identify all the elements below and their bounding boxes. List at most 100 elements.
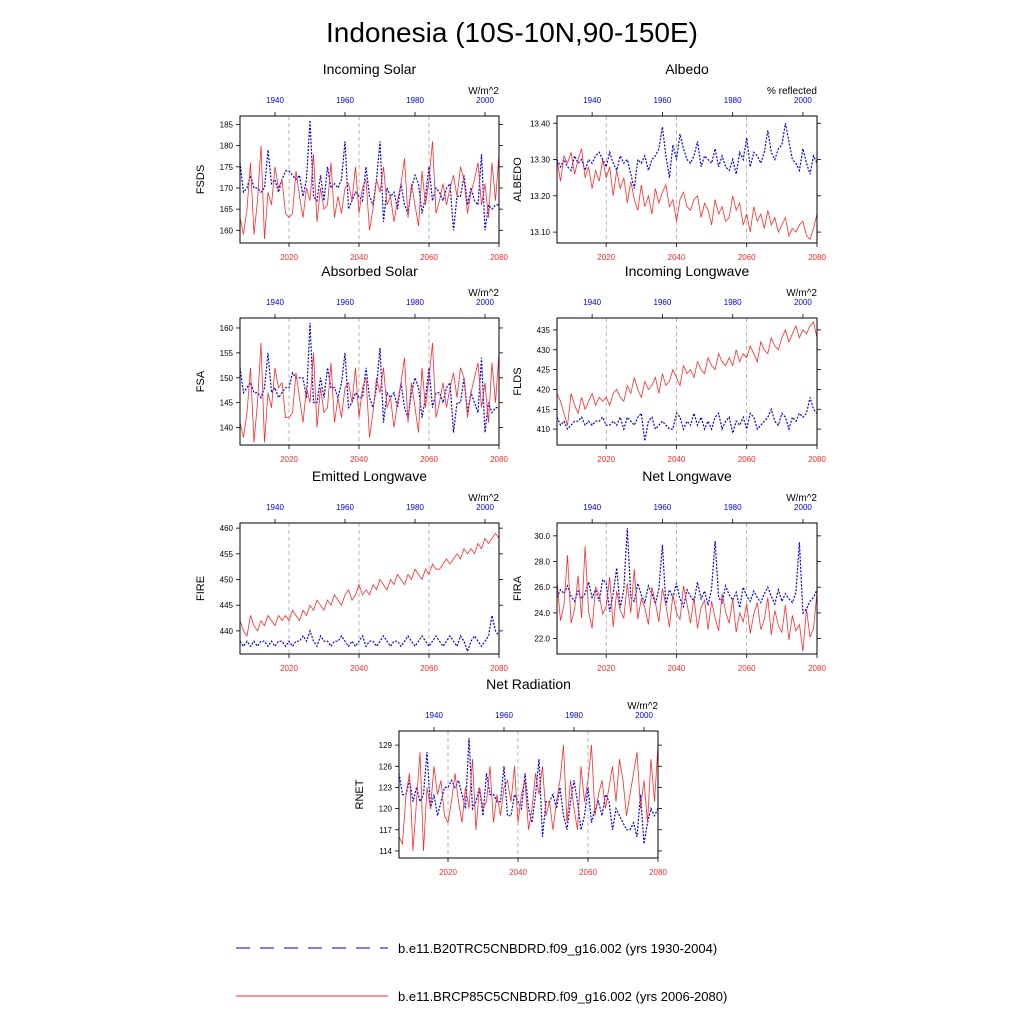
series-future	[239, 532, 500, 638]
x-top-tick-label: 1940	[583, 503, 601, 512]
panel-units: W/m^2	[468, 86, 499, 97]
panel-1: Incoming Solar W/m^2 FSDS 160 165 170 175 180 18…	[195, 61, 508, 262]
x-top-tick-label: 1980	[724, 96, 742, 105]
series-future	[556, 321, 818, 426]
series-future	[239, 342, 500, 443]
y-tick-label: 129	[379, 741, 393, 750]
y-axis-label: FIRA	[512, 575, 524, 601]
x-top-tick-label: 1940	[266, 298, 284, 307]
series-historical	[239, 322, 499, 433]
panel-3: Absorbed Solar W/m^2 FSA 140 145 150 155 160 202…	[195, 263, 508, 464]
x-top-tick-label: 2000	[476, 96, 494, 105]
y-axis-label: FLDS	[512, 367, 524, 395]
y-tick-label: 430	[537, 346, 551, 355]
x-top-tick-label: 1980	[724, 503, 742, 512]
y-tick-label: 13.40	[530, 119, 551, 128]
y-tick-label: 185	[220, 120, 234, 129]
y-tick-label: 420	[537, 385, 551, 394]
y-tick-label: 13.20	[530, 192, 551, 201]
x-top-tick-label: 1960	[654, 503, 672, 512]
series-historical	[239, 615, 500, 654]
x-top-tick-label: 1940	[266, 96, 284, 105]
y-axis-label: FIRE	[195, 576, 207, 601]
x-top-tick-label: 2000	[794, 503, 812, 512]
panel-6: Net Longwave W/m^2 FIRA 22.0 24.0 26.0 28.0 30.…	[512, 468, 826, 673]
x-top-tick-label: 1980	[565, 711, 583, 720]
y-tick-label: 415	[537, 405, 551, 414]
x-top-tick-label: 1960	[495, 711, 513, 720]
panel-4: Incoming Longwave W/m^2 FLDS 410 415 420 425 43…	[512, 263, 826, 464]
x-bottom-tick-label: 2020	[597, 455, 615, 464]
y-tick-label: 460	[220, 524, 234, 533]
y-tick-label: 450	[220, 576, 234, 585]
x-bottom-tick-label: 2040	[350, 664, 368, 673]
series-future	[239, 141, 500, 239]
x-top-tick-label: 2000	[635, 711, 653, 720]
x-top-tick-label: 2000	[794, 298, 812, 307]
plot-frame	[556, 522, 818, 655]
plot-frame	[556, 115, 818, 244]
x-bottom-tick-label: 2020	[280, 455, 298, 464]
series-future	[398, 745, 659, 851]
x-bottom-tick-label: 2060	[579, 868, 597, 877]
y-axis-label: FSA	[195, 370, 207, 392]
y-tick-label: 435	[537, 326, 551, 335]
y-tick-label: 24.0	[534, 609, 550, 618]
x-top-tick-label: 1940	[266, 503, 284, 512]
plot-frame	[239, 115, 500, 244]
y-tick-label: 175	[220, 163, 234, 172]
y-tick-label: 160	[220, 226, 234, 235]
x-top-tick-label: 1980	[406, 503, 424, 512]
y-axis-label: ALBEDO	[512, 157, 524, 202]
y-tick-label: 30.0	[534, 532, 550, 541]
x-bottom-tick-label: 2040	[668, 253, 686, 262]
y-tick-label: 114	[379, 847, 392, 856]
panel-title: Net Radiation	[486, 676, 571, 692]
y-tick-label: 455	[220, 550, 234, 559]
x-top-tick-label: 1960	[336, 298, 354, 307]
x-top-tick-label: 2000	[476, 503, 494, 512]
x-top-tick-label: 1960	[654, 96, 672, 105]
y-tick-label: 170	[220, 184, 234, 193]
x-bottom-tick-label: 2040	[509, 868, 527, 877]
panel-title: Incoming Longwave	[625, 263, 750, 279]
panel-units: W/m^2	[627, 701, 658, 712]
x-bottom-tick-label: 2060	[420, 664, 438, 673]
y-tick-label: 445	[220, 601, 234, 610]
x-bottom-tick-label: 2080	[808, 664, 826, 673]
panel-title: Incoming Solar	[323, 61, 417, 77]
x-bottom-tick-label: 2040	[350, 253, 368, 262]
y-tick-label: 180	[220, 142, 234, 151]
x-top-tick-label: 1940	[583, 298, 601, 307]
y-tick-label: 26.0	[534, 583, 550, 592]
x-bottom-tick-label: 2080	[490, 253, 508, 262]
x-bottom-tick-label: 2060	[738, 253, 756, 262]
series-historical	[398, 738, 659, 844]
y-tick-label: 22.0	[534, 635, 550, 644]
x-bottom-tick-label: 2020	[439, 868, 457, 877]
x-bottom-tick-label: 2020	[597, 664, 615, 673]
panel-units: W/m^2	[786, 288, 817, 299]
x-bottom-tick-label: 2040	[350, 455, 368, 464]
x-bottom-tick-label: 2020	[280, 253, 298, 262]
x-bottom-tick-label: 2080	[808, 455, 826, 464]
x-top-tick-label: 1980	[724, 298, 742, 307]
x-top-tick-label: 2000	[476, 298, 494, 307]
y-tick-label: 13.10	[530, 228, 551, 237]
panel-title: Emitted Longwave	[312, 468, 427, 484]
plot-frame	[239, 317, 500, 446]
panel-2: Albedo % reflected ALBEDO 13.10 13.20 13.30 13…	[512, 61, 826, 262]
panels-group: Incoming Solar W/m^2 FSDS 160 165 170 175 180 18…	[195, 61, 826, 877]
panel-units: W/m^2	[786, 493, 817, 504]
x-top-tick-label: 1960	[654, 298, 672, 307]
plot-frame	[239, 522, 500, 655]
y-tick-label: 117	[379, 826, 392, 835]
y-tick-label: 425	[537, 366, 551, 375]
y-tick-label: 28.0	[534, 558, 550, 567]
panel-title: Albedo	[665, 61, 709, 77]
legend: b.e11.B20TRC5CNBDRD.f09_g16.002 (yrs 193…	[236, 941, 727, 1004]
series-future	[556, 148, 818, 241]
y-axis-label: RNET	[354, 779, 366, 809]
x-bottom-tick-label: 2060	[738, 664, 756, 673]
